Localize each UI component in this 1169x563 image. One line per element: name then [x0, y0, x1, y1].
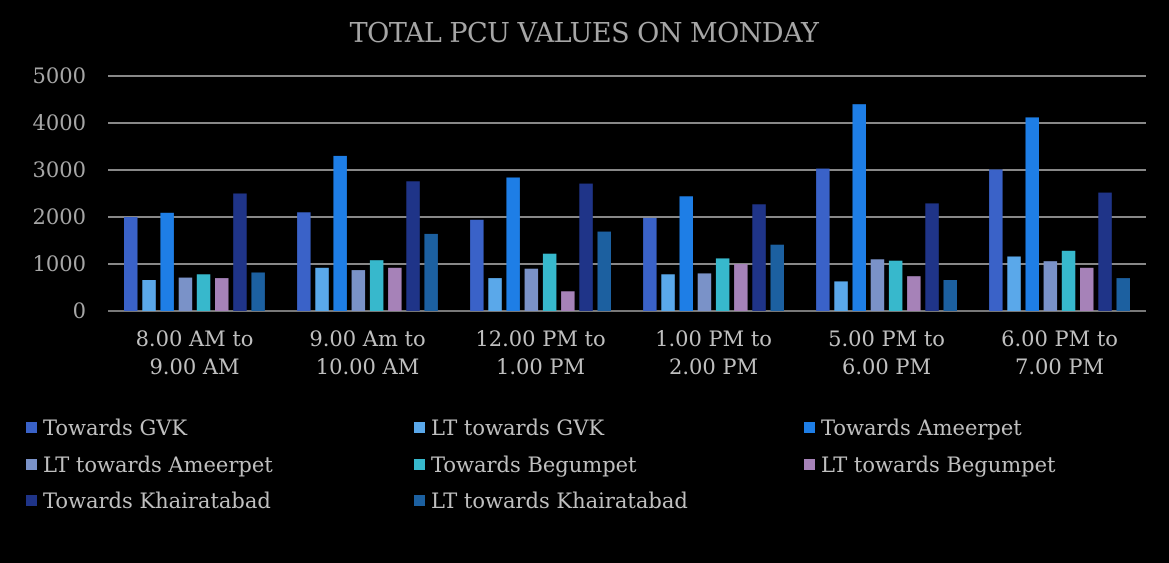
x-tick-label: 2.00 PM	[669, 355, 758, 379]
bar	[488, 278, 502, 311]
bar	[315, 267, 329, 311]
bar	[816, 168, 830, 311]
y-tick-label: 0	[73, 299, 86, 323]
gridlines	[108, 75, 1146, 312]
bar	[542, 253, 557, 311]
y-axis-ticks: 0 1000 2000 3000 4000 5000	[33, 64, 86, 323]
bar	[661, 274, 675, 311]
legend-label: LT towards Ameerpet	[43, 453, 273, 477]
bar	[1043, 261, 1058, 311]
x-axis-ticks: 8.00 AM to 9.00 AM 9.00 Am to 10.00 AM 12.00…	[136, 327, 1118, 379]
bar	[388, 267, 402, 311]
bar	[852, 104, 866, 311]
bar	[470, 219, 484, 311]
legend-item: Towards Ameerpet	[804, 416, 1022, 440]
bar	[124, 217, 138, 311]
bar	[1025, 117, 1039, 312]
legend-item: LT towards GVK	[414, 416, 604, 440]
bar	[1116, 278, 1130, 311]
bar	[160, 212, 174, 311]
bar	[715, 258, 730, 311]
x-tick-label: 9.00 AM	[149, 355, 239, 379]
bar	[697, 273, 712, 311]
bar	[406, 181, 420, 311]
legend-label: Towards GVK	[43, 416, 187, 440]
bar	[579, 183, 593, 311]
bar	[834, 281, 848, 311]
y-tick-label: 4000	[33, 111, 86, 135]
bar	[597, 231, 611, 311]
bar	[752, 204, 766, 311]
legend-swatch	[414, 459, 425, 470]
bar	[888, 260, 903, 311]
legend-item: Towards Khairatabad	[26, 489, 271, 513]
bar	[989, 169, 1003, 311]
y-tick-label: 3000	[33, 158, 86, 182]
bar	[907, 276, 921, 311]
legend-swatch	[804, 422, 815, 433]
x-tick-label: 5.00 PM to	[828, 327, 945, 351]
legend-item: LT towards Khairatabad	[414, 489, 688, 513]
legend: Towards GVK LT towards GVK Towards Ameerpe…	[26, 416, 1056, 513]
legend-swatch	[26, 459, 37, 470]
x-tick-label: 1.00 PM to	[655, 327, 772, 351]
bar	[1080, 267, 1094, 311]
x-tick-label: 8.00 AM to	[136, 327, 254, 351]
y-tick-label: 2000	[33, 205, 86, 229]
bar	[643, 217, 657, 311]
bar	[561, 291, 575, 311]
bar	[870, 259, 885, 311]
legend-swatch	[414, 495, 425, 506]
bar	[1007, 256, 1021, 311]
bar	[1098, 192, 1112, 311]
bar	[297, 212, 311, 311]
x-tick-label: 6.00 PM to	[1001, 327, 1118, 351]
bar	[351, 270, 366, 311]
legend-item: LT towards Ameerpet	[26, 453, 273, 477]
bar	[233, 193, 247, 311]
x-tick-label: 1.00 PM	[496, 355, 585, 379]
x-tick-label: 10.00 AM	[316, 355, 419, 379]
bar	[734, 264, 748, 311]
bar	[770, 244, 784, 311]
bar	[424, 233, 438, 311]
legend-item: Towards Begumpet	[414, 453, 637, 477]
bar	[1061, 250, 1076, 311]
bar	[679, 196, 693, 311]
bar	[251, 272, 265, 311]
legend-swatch	[26, 422, 37, 433]
legend-swatch	[804, 459, 815, 470]
bar	[196, 274, 211, 311]
legend-label: Towards Begumpet	[431, 453, 637, 477]
x-tick-label: 9.00 Am to	[309, 327, 425, 351]
x-tick-label: 6.00 PM	[842, 355, 931, 379]
legend-item: Towards GVK	[26, 416, 187, 440]
y-tick-label: 1000	[33, 252, 86, 276]
y-tick-label: 5000	[33, 64, 86, 88]
legend-label: LT towards Khairatabad	[431, 489, 688, 513]
legend-swatch	[414, 422, 425, 433]
bars	[124, 104, 1130, 312]
bar	[943, 280, 957, 311]
bar	[506, 177, 520, 311]
legend-label: Towards Ameerpet	[821, 416, 1022, 440]
legend-label: LT towards Begumpet	[821, 453, 1056, 477]
legend-item: LT towards Begumpet	[804, 453, 1056, 477]
bar	[925, 203, 939, 311]
bar	[524, 268, 539, 311]
legend-label: LT towards GVK	[431, 416, 604, 440]
bar	[215, 278, 229, 311]
bar	[142, 280, 156, 311]
bar	[333, 155, 347, 311]
legend-swatch	[26, 495, 37, 506]
chart-title: TOTAL PCU VALUES ON MONDAY	[350, 18, 820, 49]
x-tick-label: 7.00 PM	[1015, 355, 1104, 379]
x-tick-label: 12.00 PM to	[475, 327, 605, 351]
bar	[178, 277, 193, 311]
bar	[369, 260, 384, 311]
legend-label: Towards Khairatabad	[43, 489, 271, 513]
